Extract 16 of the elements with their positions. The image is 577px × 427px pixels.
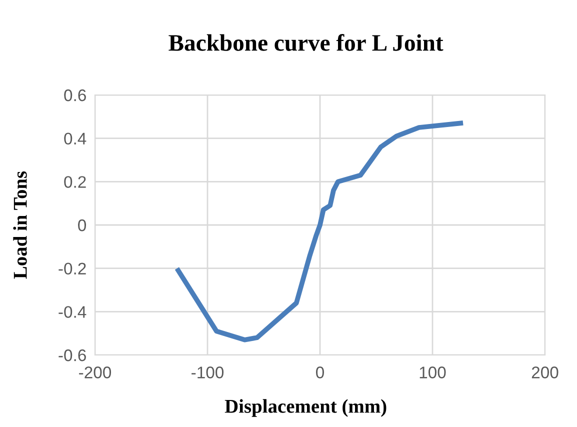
x-tick-label: -100 [192,366,224,378]
y-tick-label: 0.2 [64,176,86,188]
x-tick-label: 100 [420,366,446,378]
y-tick-label: -0.4 [58,306,86,318]
y-tick-label: -0.6 [58,349,86,362]
x-tick-label: 200 [532,366,558,378]
x-tick-label: -200 [79,366,112,378]
x-tick-label: 0 [316,366,324,378]
y-tick-label: -0.2 [58,262,86,275]
chart-title: Backbone curve for L Joint [168,34,444,51]
line-series [176,120,464,342]
y-tick-label: 0.4 [64,132,86,145]
y-axis-title: Load in Tons [13,171,27,279]
x-axis-title: Displacement (mm) [224,399,386,417]
y-tick-label: 0.6 [64,89,86,102]
y-tick-label: 0 [78,219,86,232]
